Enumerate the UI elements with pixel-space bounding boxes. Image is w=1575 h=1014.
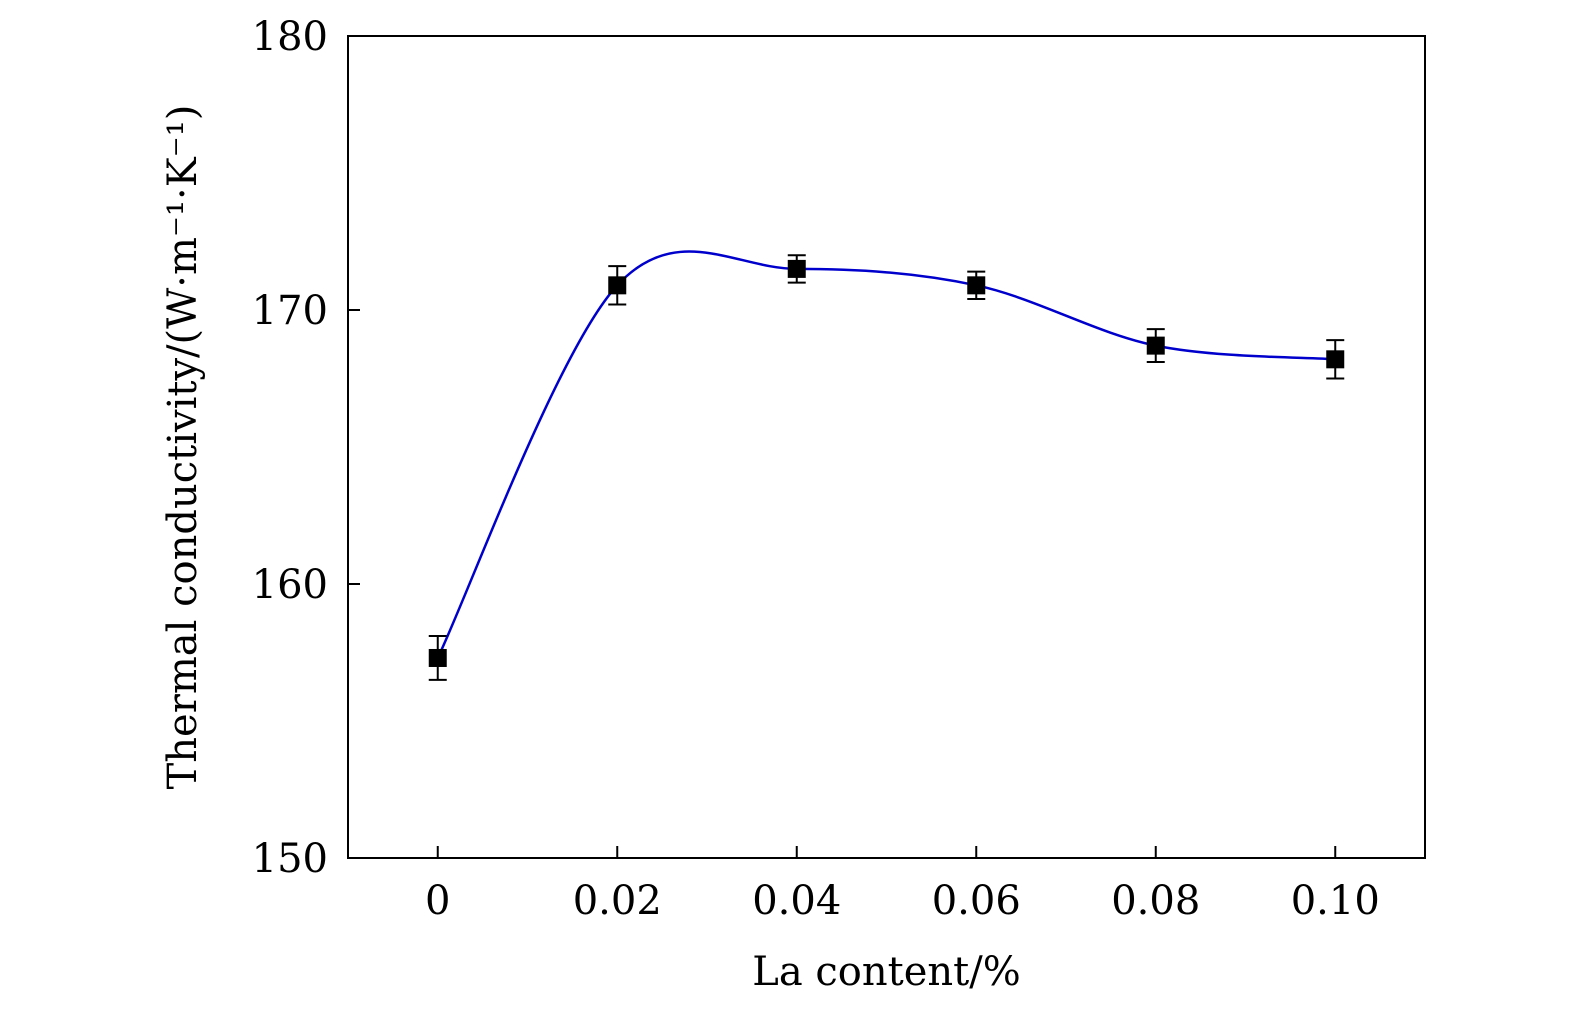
x-tick-label: 0.02 <box>573 878 662 924</box>
y-tick-label: 170 <box>252 288 328 334</box>
data-point <box>1146 336 1165 355</box>
x-axis-ticks: 0 0.02 0.04 0.06 0.08 0.10 <box>425 846 1380 924</box>
y-axis-ticks: 150 160 170 180 <box>252 14 360 882</box>
data-point <box>428 648 447 667</box>
x-tick-label: 0.04 <box>752 878 841 924</box>
y-axis-label: Thermal conductivity/(W·m⁻¹·K⁻¹) <box>160 105 206 790</box>
data-point <box>1326 350 1345 369</box>
x-tick-label: 0 <box>425 878 450 924</box>
series-line <box>436 250 1336 659</box>
series-layer <box>428 250 1345 681</box>
x-tick-label: 0.06 <box>932 878 1021 924</box>
data-point <box>967 276 986 295</box>
data-point <box>787 259 806 278</box>
y-tick-label: 180 <box>252 14 328 60</box>
x-tick-label: 0.08 <box>1111 878 1200 924</box>
axes-frame <box>347 35 1426 859</box>
y-tick-label: 150 <box>252 836 328 882</box>
x-axis-label: La content/% <box>752 949 1020 995</box>
plot-border <box>347 35 1426 859</box>
y-tick-label: 160 <box>252 562 328 608</box>
data-point <box>608 276 627 295</box>
x-tick-label: 0.10 <box>1291 878 1380 924</box>
